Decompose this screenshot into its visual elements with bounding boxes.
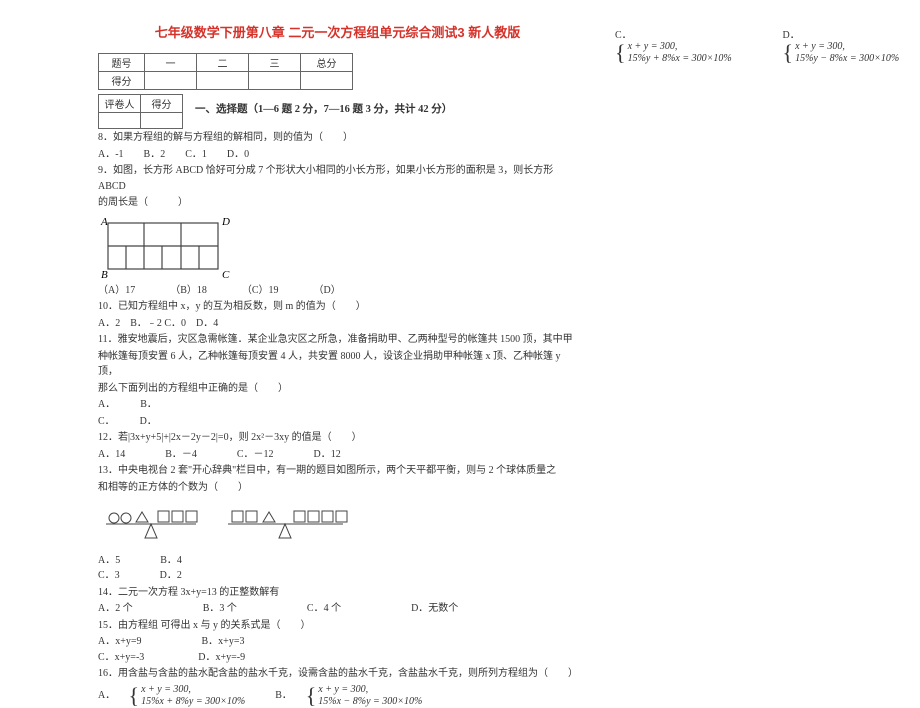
- sysD-l1: x + y = 300,: [795, 41, 899, 53]
- q14: 14．二元一次方程 3x+y=13 的正整数解有: [98, 585, 577, 601]
- q14-opt-b: B．3 个: [203, 601, 237, 617]
- q15: 15．由方程组 可得出 x 与 y 的关系式是（ ）: [98, 618, 577, 634]
- fig-label-b: B: [101, 269, 108, 281]
- q10: 10．已知方程组中 x，y 的互为相反数，则 m 的值为（ ）: [98, 299, 577, 315]
- opt-label-d: D．: [783, 26, 811, 41]
- grader-cell: 评卷人: [99, 95, 141, 113]
- q15-opt-d: D．x+y=-9: [198, 650, 245, 666]
- fig-label-a: A: [100, 216, 108, 228]
- q9-l2: 的周长是（ ）: [98, 195, 577, 211]
- opt-label-a: A．: [98, 688, 126, 704]
- hdr-cell: 三: [249, 54, 301, 72]
- q8-opts: A．-1 B．2 C．1 D．0: [98, 147, 577, 163]
- q10-opts: A．2 B．﹣2 C．0 D．4: [98, 316, 577, 332]
- q13-opt-c: C．3: [98, 568, 120, 584]
- hdr-cell: 一: [145, 54, 197, 72]
- header-table: 题号 一 二 三 总分 得分: [98, 53, 353, 90]
- q13-l2: 和相等的正方体的个数为（ ）: [98, 480, 577, 496]
- hdr-cell: [301, 72, 353, 90]
- hdr-cell: 题号: [99, 54, 145, 72]
- q11-l2: 种帐篷每顶安置 6 人，乙种帐篷每顶安置 4 人，共安置 8000 人，设该企业…: [98, 349, 577, 380]
- q14-opt-a: A．2 个: [98, 601, 133, 617]
- q11-l1: 11．雅安地震后，灾区急需帐篷．某企业急灾区之所急，准备捐助甲、乙两种型号的帐篷…: [98, 332, 577, 348]
- q15-opt-c: C．x+y=-3: [98, 650, 144, 666]
- sysB-l1: x + y = 300,: [318, 684, 422, 696]
- q8: 8．如果方程组的解与方程组的解相同，则的值为（ ）: [98, 130, 577, 146]
- hdr-cell: 得分: [99, 72, 145, 90]
- q15-opt-b: B．x+y=3: [202, 634, 245, 650]
- grader-cell: [99, 113, 141, 129]
- q9-opts: （A）17 （B）18 （C）19 （D）: [98, 283, 577, 299]
- q16-opt-c: C． { x + y = 300, 15%y + 8%x = 300×10%: [615, 22, 743, 65]
- q16: 16．用含盐与含盐的盐水配含盐的盐水千克，设需含盐的盐水千克，含盐盐水千克，则所…: [98, 666, 577, 682]
- sysB-l2: 15%x − 8%y = 300×10%: [318, 696, 422, 708]
- q14-opt-c: C．4 个: [307, 601, 341, 617]
- q11-opts1: A． B．: [98, 397, 577, 413]
- sysC-l1: x + y = 300,: [628, 41, 732, 53]
- opt-label-c: C．: [615, 26, 643, 41]
- q13-l1: 13．中央电视台 2 套"开心辞典"栏目中，有一期的题目如图所示，两个天平都平衡…: [98, 463, 577, 479]
- q12-opts: A．14 B．－4 C．－12 D．12: [98, 447, 577, 463]
- sysA-l2: 15%x + 8%y = 300×10%: [141, 696, 245, 708]
- doc-title: 七年级数学下册第八章 二元一次方程组单元综合测试3 新人教版: [98, 22, 577, 41]
- sysA-l1: x + y = 300,: [141, 684, 245, 696]
- q13-opt-a: A．5: [98, 553, 120, 569]
- q12: 12．若|3x+y+5|+|2x－2y－2|=0，则 2x²－3xy 的值是（ …: [98, 430, 577, 446]
- fig-label-d: D: [221, 216, 230, 228]
- q16-opt-a: A． { x + y = 300, 15%x + 8%y = 300×10%: [98, 684, 245, 708]
- hdr-cell: [249, 72, 301, 90]
- q9-l1: 9．如图，长方形 ABCD 恰好可分成 7 个形状大小相同的小长方形，如果小长方…: [98, 163, 577, 194]
- grader-table: 评卷人 得分: [98, 94, 183, 129]
- q13-opt-d: D．2: [160, 568, 182, 584]
- hdr-cell: [197, 72, 249, 90]
- q16-opt-d: D． { x + y = 300, 15%y − 8%x = 300×10%: [783, 22, 911, 65]
- balance-figure: [98, 498, 577, 550]
- q14-opt-d: D．无数个: [411, 601, 458, 617]
- sysC-l2: 15%y + 8%x = 300×10%: [628, 53, 732, 65]
- sysD-l2: 15%y − 8%x = 300×10%: [795, 53, 899, 65]
- hdr-cell: [145, 72, 197, 90]
- rectangle-figure: A D B C: [98, 215, 577, 281]
- hdr-cell: 二: [197, 54, 249, 72]
- grader-cell: [141, 113, 183, 129]
- hdr-cell: 总分: [301, 54, 353, 72]
- q11-opts2: C． D．: [98, 414, 577, 430]
- opt-label-b: B．: [275, 688, 303, 704]
- q13-opt-b: B．4: [160, 553, 182, 569]
- q15-opt-a: A．x+y=9: [98, 634, 142, 650]
- questions-body: 8．如果方程组的解与方程组的解相同，则的值为（ ） A．-1 B．2 C．1 D…: [98, 130, 577, 708]
- grader-cell: 得分: [141, 95, 183, 113]
- q11-l3: 那么下面列出的方程组中正确的是（ ）: [98, 381, 577, 397]
- q16-opt-b: B． { x + y = 300, 15%x − 8%y = 300×10%: [275, 684, 422, 708]
- fig-label-c: C: [222, 269, 230, 281]
